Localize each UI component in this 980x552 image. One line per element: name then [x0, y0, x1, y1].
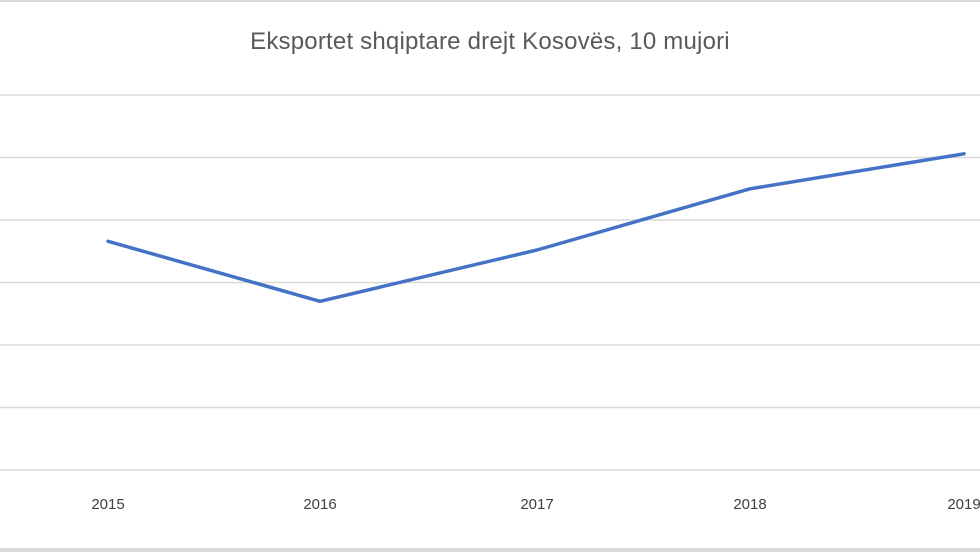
x-tick-label: 2017	[520, 496, 554, 513]
series-line	[106, 152, 966, 304]
x-tick-label: 2016	[303, 496, 337, 513]
chart-title: Eksportet shqiptare drejt Kosovës, 10 mu…	[250, 28, 730, 55]
x-tick-label: 2019	[947, 496, 980, 513]
gridlines	[0, 94, 980, 471]
x-tick-label: 2018	[733, 496, 767, 513]
x-tick-label: 2015	[91, 496, 125, 513]
